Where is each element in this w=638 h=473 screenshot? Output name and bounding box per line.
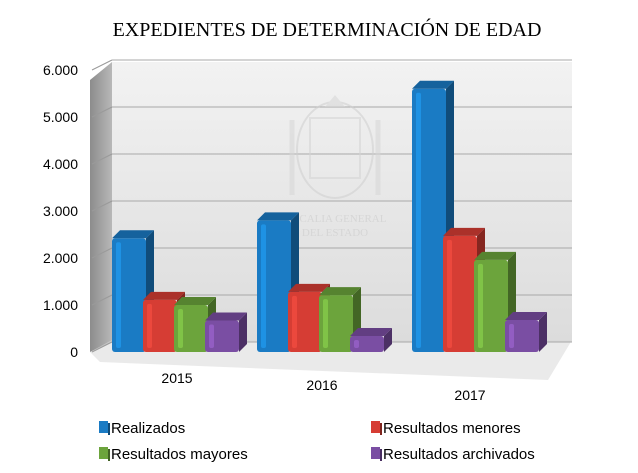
bar-top: [205, 312, 247, 321]
legend-swatch: [99, 421, 108, 433]
gridline-side: [91, 341, 113, 353]
watermark-line-2: DEL ESTADO: [302, 227, 368, 239]
legend-label: Resultados menores: [383, 420, 521, 437]
legend-swatch-side: [380, 449, 382, 461]
bar-highlight: [178, 309, 183, 348]
bars: [112, 80, 547, 353]
gridline-side: [91, 106, 113, 118]
bar-resultados-archivados-2016: [350, 328, 392, 352]
gridline-side: [91, 247, 113, 259]
bar-top: [174, 297, 216, 305]
bar-highlight: [292, 295, 297, 348]
bar-highlight: [509, 324, 514, 348]
bar-side: [539, 312, 547, 352]
bar-top: [143, 291, 185, 300]
legend-item: Resultados mayores: [99, 446, 248, 463]
y-tick-label: 4.000: [43, 156, 78, 172]
watermark-emblem: FISCALIA GENERAL DEL ESTADO: [284, 95, 387, 239]
gridline-side: [91, 200, 113, 212]
x-tick-label: 2015: [161, 370, 192, 386]
bar-highlight: [323, 299, 328, 348]
y-axis: 0 1.000 2.000 3.000 4.000 5.000 6.000: [43, 62, 78, 360]
y-tick-label: 5.000: [43, 109, 78, 125]
y-tick-label: 2.000: [43, 250, 78, 266]
bar-front: [350, 336, 384, 352]
legend-swatch: [371, 421, 380, 433]
chart-title: EXPEDIENTES DE DETERMINACIÓN DE EDAD: [113, 17, 542, 41]
bar-top: [443, 227, 485, 236]
bar-top: [319, 287, 361, 296]
bar-top: [112, 230, 154, 239]
legend-swatch-side: [108, 449, 110, 461]
bar-highlight: [478, 263, 483, 348]
bar-top: [288, 283, 330, 292]
legend-swatch-side: [108, 423, 110, 435]
gridline-side: [91, 153, 113, 165]
watermark-line-1: FISCALIA GENERAL: [284, 213, 387, 225]
bar-side: [239, 312, 247, 352]
y-tick-label: 3.000: [43, 203, 78, 219]
bar-side: [384, 328, 392, 352]
y-tick-label: 6.000: [43, 62, 78, 78]
bar-highlight: [416, 92, 421, 348]
bar-highlight: [261, 224, 266, 348]
gridline-side: [91, 59, 113, 71]
legend-swatch: [371, 447, 380, 459]
bar-top: [474, 251, 516, 260]
gridline-side: [91, 294, 113, 306]
bar-highlight: [209, 324, 214, 348]
legend-label: Resultados archivados: [383, 446, 535, 463]
bar-top: [505, 312, 547, 321]
legend-label: Resultados mayores: [111, 446, 248, 463]
y-tick-label: 0: [70, 344, 78, 360]
bar-highlight: [116, 242, 121, 348]
bar-resultados-archivados-2015: [205, 312, 247, 352]
legend-swatch-side: [380, 423, 382, 435]
legend-swatch: [99, 447, 108, 459]
bar-highlight: [447, 239, 452, 348]
x-axis: 2015 2016 2017: [161, 370, 485, 403]
legend-item: Resultados menores: [371, 420, 521, 437]
legend-item: Resultados archivados: [371, 446, 535, 463]
y-tick-label: 1.000: [43, 297, 78, 313]
bar-top: [257, 212, 299, 221]
legend-label: Realizados: [111, 420, 185, 437]
legend-item: Realizados: [99, 420, 185, 437]
bar-top: [350, 328, 392, 337]
x-tick-label: 2016: [306, 377, 337, 393]
bar-resultados-archivados-2017: [505, 312, 547, 352]
bar-highlight: [354, 340, 359, 348]
bar-highlight: [147, 303, 152, 348]
x-tick-label: 2017: [454, 387, 485, 403]
legend: Realizados Resultados menores Resultados m…: [99, 420, 535, 463]
bar-top: [412, 80, 454, 89]
